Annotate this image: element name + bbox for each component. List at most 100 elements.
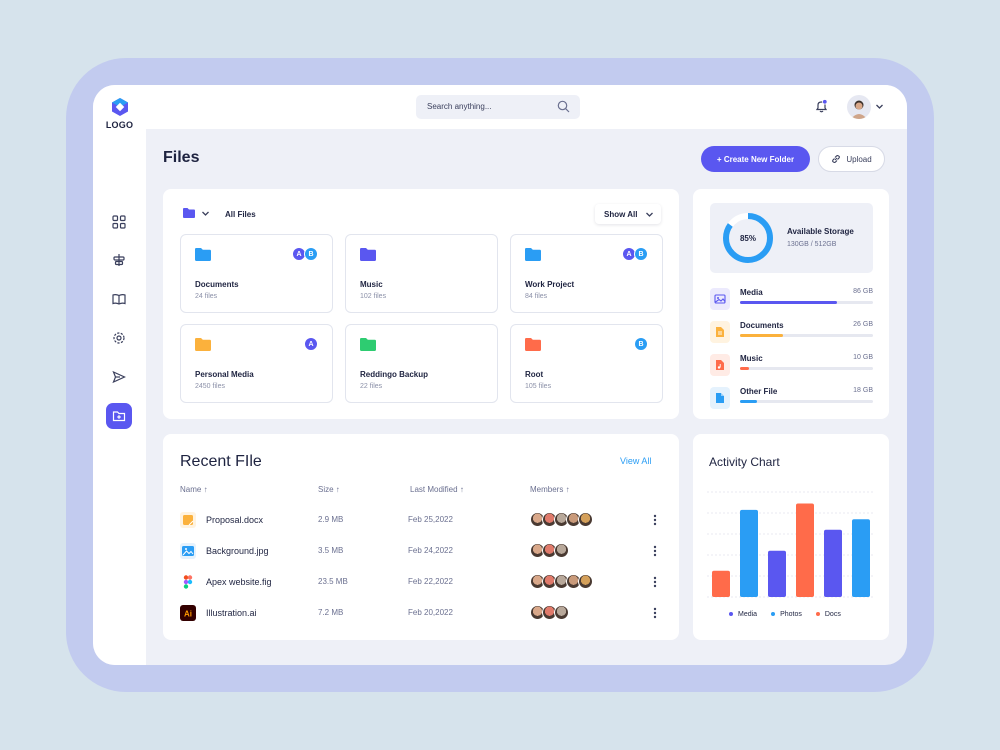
all-files-label: All Files [225, 210, 256, 219]
chart-bar[interactable] [852, 519, 870, 597]
more-vertical-icon[interactable] [652, 575, 658, 589]
storage-row[interactable]: Documents 26 GB [710, 321, 873, 347]
folder-count: 105 files [525, 383, 552, 390]
folder-tile[interactable]: Music 102 files [345, 234, 498, 313]
storage-row[interactable]: Music 10 GB [710, 354, 873, 380]
table-row[interactable]: Apex website.fig 23.5 MB Feb 22,2022 [180, 571, 670, 593]
folder-badges: A [304, 337, 318, 351]
folder-name: Music [360, 280, 383, 289]
folder-icon [525, 338, 541, 351]
storage-name: Documents [740, 321, 784, 330]
top-bar: Search anything... [146, 85, 907, 129]
activity-chart [707, 491, 875, 598]
legend-label: Photos [780, 611, 802, 618]
col-name-header[interactable]: Name ↑ [180, 485, 208, 494]
folder-badges: B [634, 337, 648, 351]
nav-send[interactable] [106, 364, 132, 390]
document-icon [710, 321, 730, 343]
folder-tile[interactable]: Reddingo Backup 22 files [345, 324, 498, 403]
storage-row[interactable]: Other File 18 GB [710, 387, 873, 413]
storage-row[interactable]: Media 86 GB [710, 288, 873, 314]
view-all-link[interactable]: View All [620, 456, 652, 466]
folder-count: 24 files [195, 293, 218, 300]
sidebar: LOGO [93, 85, 146, 665]
user-avatar[interactable] [847, 95, 871, 119]
folder-icon [183, 208, 195, 218]
grid-icon [112, 215, 126, 229]
illustrator-icon: Ai [180, 605, 196, 621]
nav-dashboard[interactable] [106, 209, 132, 235]
available-storage-title: Available Storage [787, 227, 854, 236]
send-icon [112, 370, 126, 384]
logo[interactable]: LOGO [93, 97, 146, 130]
show-all-dropdown[interactable]: Show All [595, 204, 661, 224]
chevron-down-icon[interactable] [875, 102, 884, 111]
storage-ring [723, 213, 773, 263]
legend-dot [729, 612, 733, 617]
folder-tile[interactable]: B Root 105 files [510, 324, 663, 403]
file-size: 23.5 MB [318, 577, 348, 586]
arrow-up-icon: ↑ [459, 485, 464, 494]
file-size: 7.2 MB [318, 608, 344, 617]
storage-progress [740, 301, 873, 304]
legend-label: Docs [824, 611, 841, 618]
storage-percent: 85% [739, 233, 756, 243]
link-icon [832, 154, 841, 164]
more-vertical-icon[interactable] [652, 606, 658, 620]
more-vertical-icon[interactable] [652, 513, 658, 527]
folder-icon [360, 248, 376, 261]
file-modified: Feb 25,2022 [408, 515, 453, 524]
nav-settings[interactable] [106, 325, 132, 351]
member-badge: B [304, 247, 318, 261]
avatar [578, 512, 593, 527]
upload-button[interactable]: Upload [818, 146, 885, 172]
storage-name: Music [740, 354, 763, 363]
book-icon [112, 294, 126, 305]
bell-icon[interactable] [815, 99, 828, 113]
col-size-header[interactable]: Size ↑ [318, 485, 340, 494]
avatar [578, 574, 593, 589]
chart-bar[interactable] [768, 550, 786, 597]
nav-layout[interactable] [106, 247, 132, 273]
folder-tile[interactable]: A Personal Media 2450 files [180, 324, 333, 403]
table-row[interactable]: Proposal.docx 2.9 MB Feb 25,2022 [180, 509, 670, 531]
col-modified-header[interactable]: Last Modified ↑ [410, 485, 464, 494]
folder-name: Root [525, 370, 544, 379]
logo-icon [110, 97, 130, 117]
folder-name: Work Project [525, 280, 575, 289]
table-row[interactable]: Background.jpg 3.5 MB Feb 24,2022 [180, 540, 670, 562]
legend-item: Media [729, 611, 757, 618]
folder-tile[interactable]: A B Documents 24 files [180, 234, 333, 313]
more-vertical-icon[interactable] [652, 544, 658, 558]
folder-count: 22 files [360, 383, 383, 390]
show-all-label: Show All [604, 209, 638, 219]
folder-filter-dropdown[interactable] [183, 208, 210, 218]
col-members-header[interactable]: Members ↑ [530, 485, 570, 494]
file-modified: Feb 20,2022 [408, 608, 453, 617]
nav-files[interactable] [106, 403, 132, 429]
chart-bar[interactable] [796, 503, 814, 597]
table-row[interactable]: Ai Illustration.ai 7.2 MB Feb 20,2022 [180, 602, 670, 624]
folder-name: Documents [195, 280, 239, 289]
legend-label: Media [738, 611, 758, 618]
create-folder-button[interactable]: + Create New Folder [701, 146, 810, 172]
folder-tile[interactable]: A B Work Project 84 files [510, 234, 663, 313]
search-placeholder: Search anything... [427, 102, 492, 111]
arrow-up-icon: ↑ [203, 485, 208, 494]
storage-progress [740, 367, 873, 370]
nav-library[interactable] [106, 286, 132, 312]
search-icon[interactable] [557, 100, 570, 113]
logo-text: LOGO [105, 120, 134, 130]
chart-bar[interactable] [740, 509, 758, 597]
storage-summary: 85% Available Storage 130GB / 512GB [710, 203, 873, 273]
storage-progress-fill [740, 367, 750, 370]
chart-bar[interactable] [712, 570, 730, 597]
folder-icon [195, 338, 211, 351]
storage-used: 130GB / 512GB [787, 241, 837, 248]
storage-progress [740, 400, 873, 403]
search-input[interactable]: Search anything... [416, 95, 580, 119]
upload-label: Upload [846, 154, 872, 164]
chart-bar[interactable] [824, 529, 842, 597]
recent-files-card: Recent FIle View All Name ↑ Size ↑ Last … [163, 434, 679, 640]
